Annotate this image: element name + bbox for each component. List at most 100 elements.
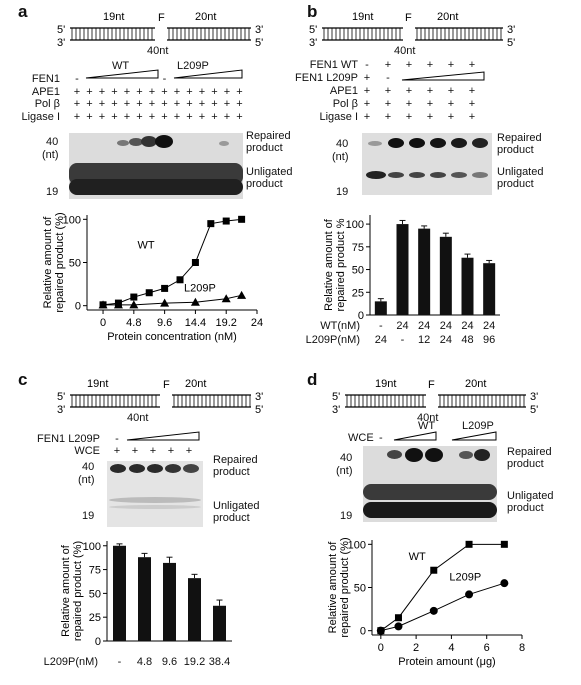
substrate-3prime-bottom: 3' (309, 37, 317, 48)
wt-row-value-b: 24 (439, 320, 452, 332)
gel-image-d (363, 446, 497, 522)
bar (113, 545, 126, 641)
marker-unit-c: (nt) (78, 474, 95, 486)
substrate-3prime: 3' (530, 391, 538, 403)
substrate-flap: F (158, 12, 165, 24)
substrate-5prime: 5' (57, 391, 65, 403)
data-point-square (394, 614, 402, 622)
series-label-l209p: L209P (184, 282, 216, 294)
x-tick-label: 0 (378, 642, 384, 654)
bar (439, 236, 452, 315)
substrate-left-length: 19nt (87, 378, 108, 390)
mut-row-value-b: 48 (461, 334, 474, 346)
gel-image-b (362, 133, 492, 195)
data-point-circle (465, 590, 474, 599)
panel-b-row-label: APE1 (329, 85, 358, 97)
y-axis-label: Relative amount of (42, 216, 54, 309)
mut-label-d: L209P (462, 420, 494, 432)
y-tick-label: 100 (83, 541, 101, 553)
x-tick-label: 24 (251, 317, 263, 329)
panel-b-row-cell: + (426, 59, 434, 71)
bar-chart-c: 0 25 50 75 100 Relative amount of repaired pro… (60, 541, 232, 648)
y-axis-label: repaired product % (335, 218, 347, 311)
x-tick-label: 4 (448, 642, 454, 654)
panel-a-row-cell: + (198, 85, 206, 98)
panel-a-row-cell: + (98, 85, 106, 98)
panel-a-row-cell: + (236, 85, 243, 98)
dna-strand (167, 27, 251, 41)
panel-a-row-cell: + (148, 85, 156, 98)
bar (213, 605, 226, 641)
y-tick-label: 50 (354, 583, 366, 595)
series-label-l209p: L209P (449, 571, 481, 583)
panel-c-row-label: WCE (74, 445, 100, 457)
panel-a-row-cell: + (111, 110, 118, 123)
mut-row-value-b: 24 (439, 334, 452, 346)
data-point-triangle (129, 300, 139, 309)
bar (418, 228, 431, 315)
substrate-3prime: 3' (255, 24, 263, 36)
x-tick-label: 14.4 (185, 317, 206, 329)
panel-a-row-cell: + (123, 98, 131, 110)
panel-b-row-cell: + (447, 59, 455, 71)
x-tick-label: 6 (484, 642, 490, 654)
substrate-right-length: 20nt (185, 378, 206, 390)
panel-b-row-cell: - (386, 72, 390, 84)
mut-row-value-c: 38.4 (208, 656, 231, 668)
bar (396, 224, 409, 315)
y-axis-label: repaired product (%) (339, 537, 351, 637)
panel-b-row-cell: + (384, 59, 392, 71)
panel-b-row-cell: + (384, 85, 392, 97)
panel-a-row-cell: + (173, 85, 181, 98)
marker-unit-a: (nt) (42, 149, 59, 161)
panel-b-row-cell: + (384, 111, 392, 123)
data-point-square (500, 540, 508, 548)
y-tick-label: 50 (69, 258, 81, 270)
panel-a-row-cell: + (98, 110, 106, 123)
panel-a-row-label: Ligase I (21, 110, 60, 123)
gradient-wedge (173, 69, 243, 79)
panel-b-row-cell: + (363, 72, 371, 84)
panel-c-row-cell: + (167, 445, 175, 457)
panel-a-row-cell: + (136, 98, 143, 110)
substrate-5prime: 5' (309, 24, 317, 36)
panel-a-row-label: Pol β (34, 98, 60, 110)
panel-a-row-cell: - (75, 73, 79, 85)
panel-a-row-cell: + (161, 98, 168, 110)
panel-a-row-cell: + (173, 110, 181, 123)
y-tick-label: 75 (89, 565, 101, 577)
line-chart-a: 0 50 100 0 4.8 9.6 14.4 19.2 24 Protein concentra… (42, 212, 263, 343)
panel-c-label: c (18, 370, 28, 389)
panel-b-row-label: FEN1 WT (309, 59, 358, 71)
substrate-5prime-bottom: 5' (530, 404, 538, 415)
mut-row-value-c: 4.8 (136, 656, 153, 668)
panel-a-row-cell: + (98, 98, 106, 110)
y-tick-label: 25 (352, 287, 364, 299)
substrate-flap: F (405, 12, 412, 24)
panel-b-row-cell: + (426, 98, 434, 110)
data-point-triangle (221, 294, 231, 303)
mut-label-a: L209P (177, 60, 209, 72)
panel-a-row-cell: + (123, 110, 131, 123)
dna-strand (70, 27, 155, 41)
bar (188, 578, 201, 641)
repaired-label-d-2: product (507, 458, 544, 470)
y-tick-label: 0 (358, 310, 364, 322)
wt-row-value-b: 24 (461, 320, 474, 332)
panel-a-row-cell: + (86, 110, 93, 123)
panel-a-label: a (18, 2, 28, 21)
substrate-right-length: 20nt (195, 11, 216, 23)
mut-row-value-c: - (117, 656, 122, 668)
data-point-square (191, 259, 199, 266)
wt-label-a: WT (112, 60, 130, 72)
panel-a-row-cell: + (136, 85, 143, 98)
gradient-wedge-c (126, 431, 200, 441)
mut-row-label-b: L209P(nM) (305, 334, 360, 346)
dna-strand (345, 394, 426, 408)
unligated-label-d-2: product (507, 502, 544, 514)
panel-a-row-cell: + (236, 110, 243, 123)
dna-strand (172, 394, 251, 408)
substrate-template-length-a: 40nt (147, 45, 169, 57)
panel-b-row-cell: + (447, 111, 455, 123)
y-tick-label: 100 (346, 219, 364, 231)
